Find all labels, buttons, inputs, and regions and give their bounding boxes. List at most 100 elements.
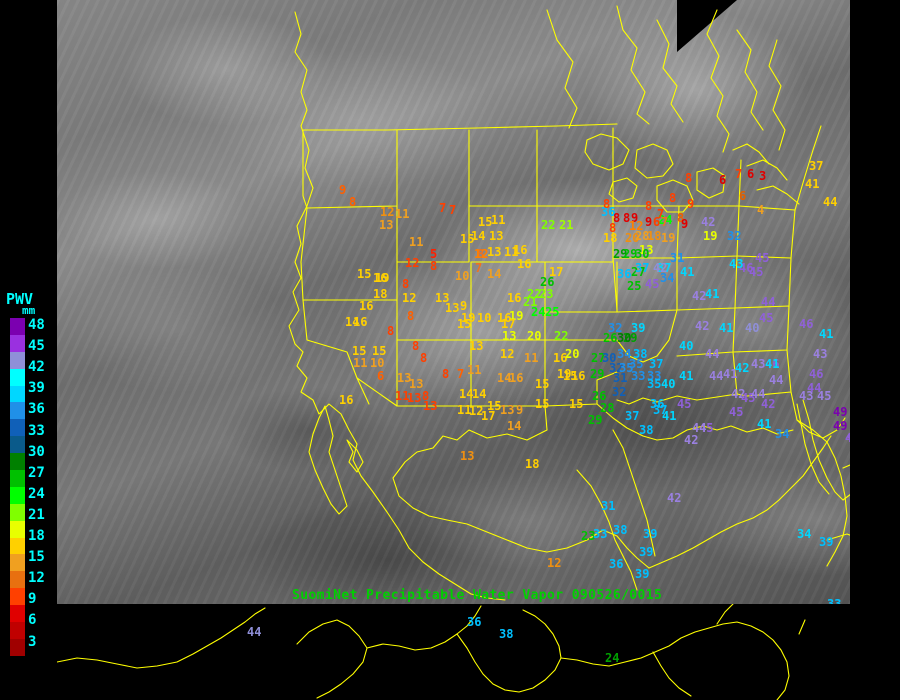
pwv-station-value: 7 bbox=[657, 207, 665, 221]
pwv-station-value: 13 bbox=[500, 403, 515, 417]
pwv-station-value: 16 bbox=[339, 393, 354, 407]
pwv-station-value: 41 bbox=[679, 369, 694, 383]
pwv-station-value: 35 bbox=[629, 357, 644, 371]
pwv-station-value: 43 bbox=[813, 347, 828, 361]
pwv-station-value: 11 bbox=[467, 363, 482, 377]
pwv-station-value: 8 bbox=[603, 197, 611, 211]
colorbar-swatch bbox=[10, 436, 25, 454]
pwv-station-value: 22 bbox=[554, 329, 569, 343]
colorbar-title: PWV bbox=[6, 290, 34, 308]
pwv-station-value: 8 bbox=[349, 195, 357, 209]
pwv-station-value: 46 bbox=[739, 261, 754, 275]
pwv-station-value: 19 bbox=[461, 311, 476, 325]
pwv-station-value: 39 bbox=[635, 567, 650, 581]
pwv-station-value: 20 bbox=[527, 329, 542, 343]
pwv-station-value: 12 bbox=[469, 404, 484, 418]
pwv-station-value: 44 bbox=[823, 195, 838, 209]
colorbar-swatch bbox=[10, 368, 25, 386]
pwv-station-value: 22 bbox=[527, 287, 542, 301]
colorbar-swatch bbox=[10, 571, 25, 589]
pwv-station-value: 15 bbox=[478, 215, 493, 229]
pwv-station-value: 28 bbox=[600, 401, 615, 415]
pwv-station-value: 25 bbox=[627, 279, 642, 293]
pwv-station-value: 15 bbox=[569, 397, 584, 411]
pwv-station-value: 36 bbox=[617, 267, 632, 281]
colorbar-tick-label: 12 bbox=[28, 570, 45, 587]
pwv-station-value: 14 bbox=[507, 419, 522, 433]
pwv-station-value: 13 bbox=[489, 229, 504, 243]
pwv-station-value: 38 bbox=[613, 523, 628, 537]
pwv-station-value: 31 bbox=[613, 371, 628, 385]
pwv-station-value: 16 bbox=[553, 351, 568, 365]
pwv-station-value: 7 bbox=[661, 215, 669, 229]
pwv-station-value: 35 bbox=[619, 361, 634, 375]
pwv-station-value: 16 bbox=[353, 315, 368, 329]
pwv-station-value: 34 bbox=[797, 527, 812, 541]
pwv-station-value: 8 bbox=[402, 277, 410, 291]
pwv-lower-value-layer: 44 36 38 24 bbox=[57, 604, 850, 700]
colorbar-tick-label: 21 bbox=[28, 506, 45, 523]
pwv-station-value: 42 bbox=[701, 215, 716, 229]
right-margin bbox=[850, 0, 900, 604]
pwv-station-value: 39 bbox=[819, 535, 834, 549]
pwv-station-value: 12 bbox=[402, 291, 417, 305]
pwv-station-value: 16 bbox=[497, 311, 512, 325]
pwv-colorbar-panel: PWV mm 48 45 42 39 36 33 30 27 24 21 18 15 12 9 6 3 bbox=[0, 290, 57, 660]
pwv-station-value: 35 bbox=[647, 377, 662, 391]
pwv-station-value: 29 bbox=[623, 331, 638, 345]
pwv-station-value: 41 bbox=[705, 287, 720, 301]
pwv-station-value: 42 bbox=[731, 387, 746, 401]
colorbar-swatch bbox=[10, 537, 25, 555]
pwv-station-value: 36 bbox=[650, 397, 665, 411]
pwv-station-value: 45 bbox=[741, 391, 756, 405]
pwv-station-value: 46 bbox=[845, 431, 850, 445]
colorbar-tick-label: 42 bbox=[28, 359, 45, 376]
pwv-station-value: 24 bbox=[531, 305, 546, 319]
pwv-station-value: 13 bbox=[423, 399, 438, 413]
pwv-station-value: 44 bbox=[751, 387, 766, 401]
pwv-station-value: 7 bbox=[735, 167, 743, 181]
pwv-station-value: 49 bbox=[833, 419, 848, 433]
pwv-station-value: 13 bbox=[487, 245, 502, 259]
pwv-station-value: 32 bbox=[608, 321, 623, 335]
colorbar-tick-label: 33 bbox=[28, 422, 45, 439]
colorbar-swatch bbox=[10, 318, 25, 335]
pwv-station-value: 36 bbox=[601, 205, 616, 219]
colorbar-swatch bbox=[10, 402, 25, 420]
colorbar-tick-label: 3 bbox=[28, 633, 37, 650]
pwv-station-value: 41 bbox=[723, 367, 738, 381]
colorbar-swatch bbox=[10, 520, 25, 538]
pwv-station-value: 45 bbox=[759, 311, 774, 325]
pwv-station-value: 42 bbox=[761, 397, 776, 411]
colorbar-swatch bbox=[10, 605, 25, 623]
pwv-station-value: 25 bbox=[545, 305, 560, 319]
pwv-station-value: 8 bbox=[609, 221, 617, 235]
pwv-station-value: 46 bbox=[799, 317, 814, 331]
pwv-station-value: 13 bbox=[469, 339, 484, 353]
pwv-station-value: 42 bbox=[735, 361, 750, 375]
colorbar-swatch bbox=[10, 385, 25, 403]
pwv-station-value: 15 bbox=[352, 344, 367, 358]
pwv-station-value: 37 bbox=[635, 261, 650, 275]
colorbar-tick-label: 15 bbox=[28, 549, 45, 566]
pwv-station-value: 42 bbox=[695, 319, 710, 333]
pwv-station-value: 30 bbox=[602, 351, 617, 365]
pwv-station-value: 4 bbox=[757, 203, 765, 217]
pwv-station-value: 27 bbox=[591, 351, 606, 365]
pwv-station-value: 45 bbox=[677, 397, 692, 411]
pwv-station-value: 14 bbox=[472, 387, 487, 401]
pwv-station-value: 18 bbox=[647, 229, 662, 243]
colorbar-swatch bbox=[10, 486, 25, 504]
pwv-station-value: 32 bbox=[727, 229, 742, 243]
pwv-station-value: 49 bbox=[833, 405, 848, 419]
pwv-station-value: 13 bbox=[435, 291, 450, 305]
pwv-station-value: 32 bbox=[609, 361, 624, 375]
pwv-station-value: 45 bbox=[645, 277, 660, 291]
pwv-station-value: 46 bbox=[765, 357, 780, 371]
pwv-station-value: 15 bbox=[460, 232, 475, 246]
colorbar-swatch bbox=[10, 470, 25, 487]
pwv-station-value: 7 bbox=[439, 201, 447, 215]
colorbar-swatch bbox=[10, 453, 25, 471]
colorbar-swatch bbox=[10, 351, 25, 369]
